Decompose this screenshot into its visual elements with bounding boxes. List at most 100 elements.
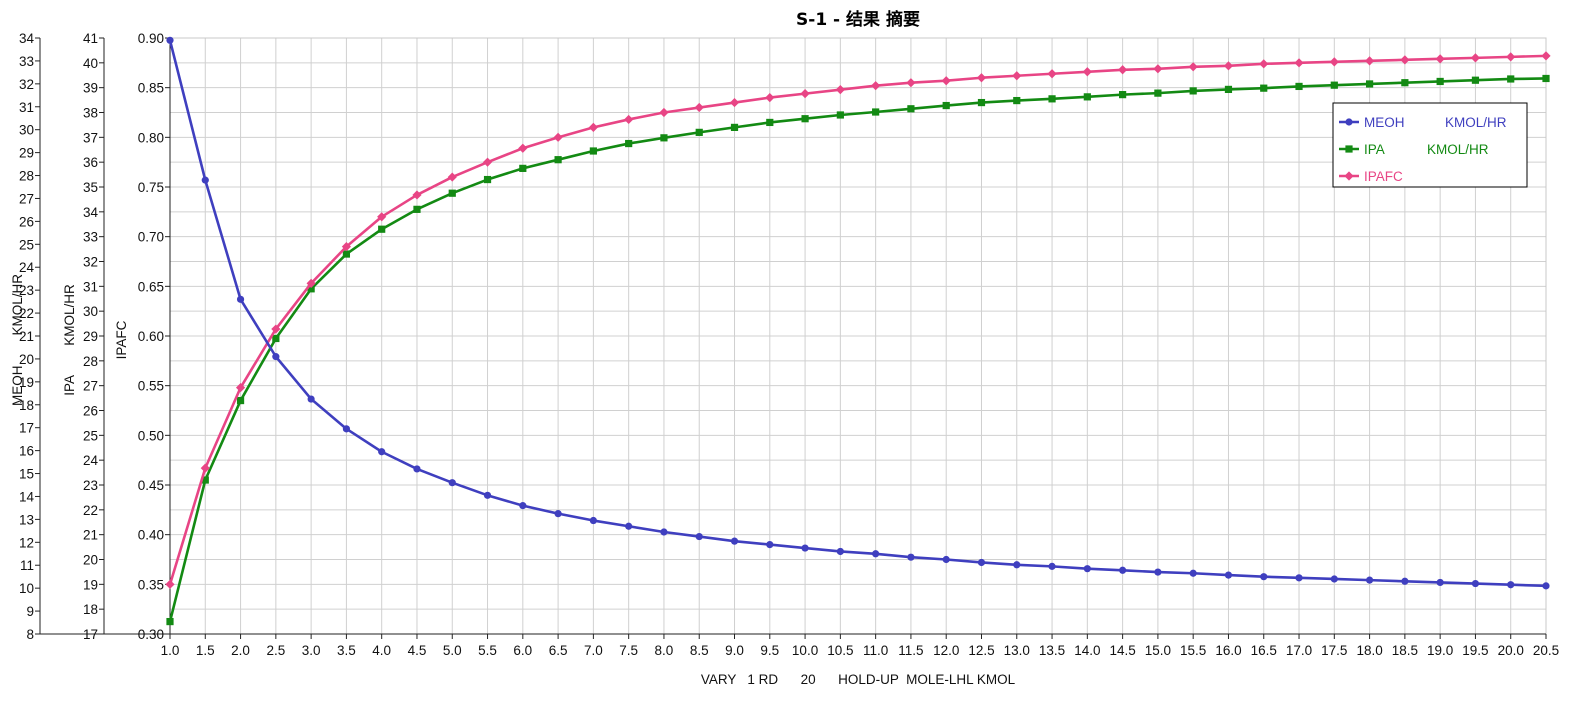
meoh-tick-label: 30 xyxy=(19,123,34,138)
x-tick-label: 15.5 xyxy=(1180,643,1206,658)
data-point-meoh xyxy=(378,448,386,456)
data-point-meoh xyxy=(1119,566,1127,574)
data-point-ipa xyxy=(977,98,986,107)
x-tick-label: 9.0 xyxy=(725,643,744,658)
meoh-tick-label: 21 xyxy=(19,329,34,344)
ipa-axis-title: IPA KMOL/HR xyxy=(62,284,77,396)
meoh-tick-label: 33 xyxy=(19,54,34,69)
data-point-ipa xyxy=(1471,76,1480,84)
x-tick-label: 18.5 xyxy=(1392,643,1418,658)
data-point-meoh xyxy=(1507,581,1515,589)
legend-name: IPAFC xyxy=(1364,169,1403,184)
data-point-meoh xyxy=(730,537,739,545)
ipafc-tick-label: 0.80 xyxy=(138,130,164,145)
x-tick-label: 7.5 xyxy=(619,643,638,658)
ipa-tick-label: 17 xyxy=(83,627,98,642)
data-point-meoh xyxy=(801,544,809,552)
legend-item-ipa: IPA KMOL/HR xyxy=(1339,142,1489,157)
x-tick-label: 10.5 xyxy=(827,643,853,658)
ipa-tick-label: 32 xyxy=(83,255,98,270)
data-point-meoh xyxy=(236,295,245,303)
x-tick-label: 15.0 xyxy=(1145,643,1171,658)
data-point-meoh xyxy=(1295,574,1303,582)
data-point-ipafc xyxy=(412,190,422,200)
ipa-tick-label: 22 xyxy=(83,503,98,518)
data-point-ipa xyxy=(660,134,668,142)
x-tick-label: 13.0 xyxy=(1004,643,1030,658)
x-tick-label: 8.5 xyxy=(690,643,709,658)
data-point-ipa xyxy=(1436,77,1444,86)
data-point-ipa xyxy=(1189,87,1197,95)
series-line-meoh xyxy=(168,39,1547,588)
x-tick-label: 11.5 xyxy=(898,643,923,658)
meoh-tick-label: 11 xyxy=(20,558,34,573)
ipafc-tick-label: 0.60 xyxy=(138,329,164,344)
data-point-ipafc xyxy=(1435,54,1445,64)
series-ipafc xyxy=(165,51,1551,589)
ipafc-tick-label: 0.30 xyxy=(138,627,164,642)
data-point-ipa xyxy=(907,105,915,113)
ipafc-tick-label: 0.35 xyxy=(138,577,164,592)
data-point-ipa xyxy=(1083,93,1091,101)
data-point-meoh xyxy=(1224,571,1233,579)
data-point-ipafc xyxy=(835,85,845,95)
legend-marker xyxy=(1345,118,1353,126)
data-point-ipafc xyxy=(976,73,987,83)
series-line-ipafc xyxy=(168,54,1547,585)
data-point-meoh xyxy=(1542,582,1550,590)
data-point-ipa xyxy=(1013,96,1021,105)
data-point-ipa xyxy=(413,205,421,213)
data-point-ipa xyxy=(1119,91,1127,99)
ipafc-tick-label: 0.65 xyxy=(138,279,164,294)
data-point-meoh xyxy=(1260,573,1268,581)
data-point-ipa xyxy=(872,108,880,116)
ipa-tick-label: 23 xyxy=(83,478,98,493)
ipafc-tick-label: 0.70 xyxy=(138,230,164,245)
data-point-ipa xyxy=(836,111,844,119)
x-tick-label: 1.5 xyxy=(196,643,215,658)
x-tick-label: 8.0 xyxy=(655,643,674,658)
data-point-meoh xyxy=(836,547,844,556)
data-point-meoh xyxy=(1471,579,1480,588)
data-point-ipa xyxy=(342,250,351,258)
data-point-meoh xyxy=(660,528,668,536)
data-point-meoh xyxy=(977,558,986,567)
data-point-ipa xyxy=(1401,79,1409,87)
x-axis-label: VARY 1 RD 20 HOLD-UP MOLE-LHL KMOL xyxy=(701,672,1016,687)
ipa-tick-label: 36 xyxy=(83,155,98,170)
data-point-ipa xyxy=(1507,75,1515,83)
data-point-ipafc xyxy=(1541,51,1551,61)
series-line-ipa xyxy=(168,77,1547,622)
data-point-meoh xyxy=(201,176,209,184)
data-point-ipa xyxy=(166,617,174,626)
data-point-ipafc xyxy=(553,132,563,142)
meoh-tick-label: 31 xyxy=(19,100,34,115)
meoh-tick-label: 24 xyxy=(19,260,35,275)
data-point-ipafc xyxy=(271,324,281,334)
meoh-tick-label: 16 xyxy=(19,444,34,459)
data-point-meoh xyxy=(519,502,527,510)
data-point-meoh xyxy=(1401,577,1409,585)
data-point-ipa xyxy=(378,225,386,233)
meoh-tick-label: 25 xyxy=(19,237,34,252)
ipafc-tick-label: 0.45 xyxy=(138,478,164,493)
data-point-ipa xyxy=(695,128,703,136)
meoh-tick-label: 9 xyxy=(26,604,34,619)
data-point-meoh xyxy=(1365,576,1374,584)
data-point-ipafc xyxy=(482,157,493,167)
legend-unit: KMOL/HR xyxy=(1445,115,1507,130)
data-point-ipafc xyxy=(235,383,246,393)
data-point-ipa xyxy=(1542,74,1550,83)
ipa-tick-label: 21 xyxy=(83,528,98,543)
data-point-ipa xyxy=(236,396,245,405)
ipa-tick-label: 26 xyxy=(83,404,98,419)
ipa-tick-label: 37 xyxy=(83,130,98,145)
data-point-ipafc xyxy=(624,114,634,125)
data-point-ipa xyxy=(272,334,280,343)
data-point-ipafc xyxy=(659,107,669,118)
data-point-meoh xyxy=(1436,578,1444,587)
data-point-ipa xyxy=(766,118,774,127)
ipafc-tick-label: 0.90 xyxy=(138,31,164,46)
x-tick-label: 4.0 xyxy=(372,643,391,658)
